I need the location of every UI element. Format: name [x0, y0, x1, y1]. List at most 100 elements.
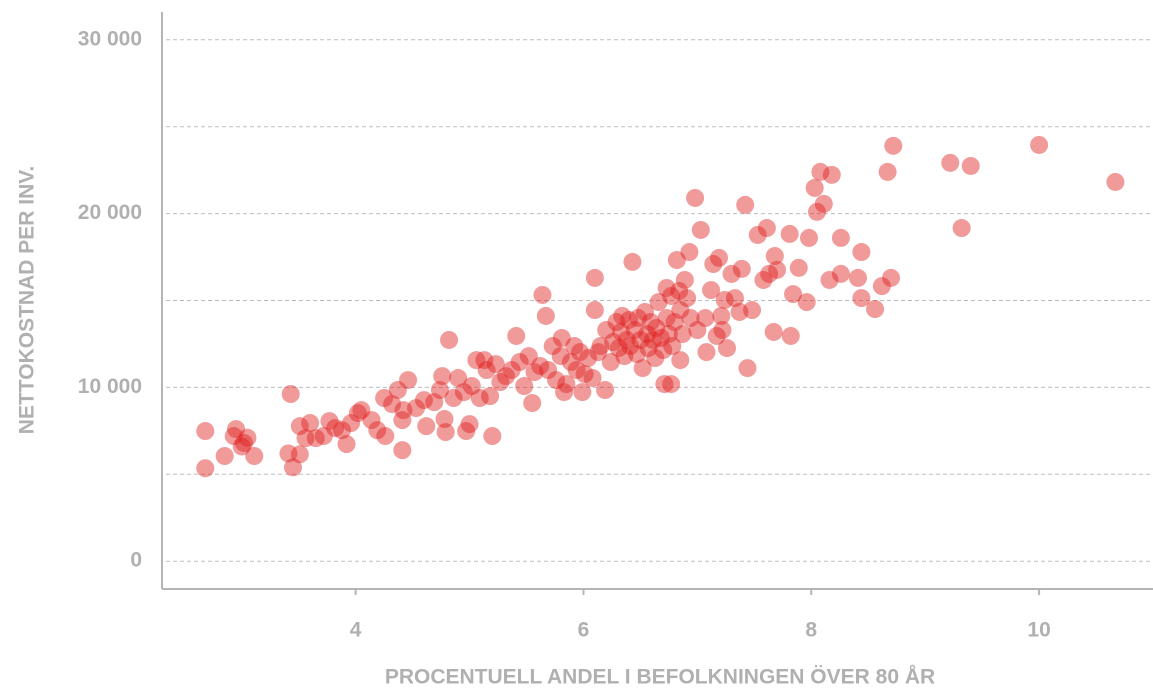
- point: [227, 420, 246, 439]
- point: [713, 321, 732, 340]
- point: [348, 404, 367, 423]
- point: [651, 329, 670, 348]
- point: [811, 162, 830, 181]
- point: [454, 383, 473, 402]
- point: [712, 306, 731, 325]
- point: [697, 343, 716, 362]
- point: [663, 337, 682, 356]
- point: [627, 345, 646, 364]
- point: [393, 411, 412, 430]
- point: [675, 270, 694, 289]
- point: [567, 361, 586, 380]
- points: [196, 135, 1125, 478]
- y-tick-label: 30 000: [78, 27, 142, 50]
- point: [629, 309, 648, 328]
- point: [561, 353, 580, 372]
- point: [688, 321, 707, 340]
- point: [444, 388, 463, 407]
- point: [539, 361, 558, 380]
- point: [822, 165, 841, 184]
- point: [596, 381, 615, 400]
- point: [565, 337, 584, 356]
- point: [884, 136, 903, 155]
- point: [710, 248, 729, 267]
- point: [591, 337, 610, 356]
- point: [290, 417, 309, 436]
- point: [607, 313, 626, 332]
- point: [523, 394, 542, 413]
- point: [433, 367, 452, 386]
- y-tick-label: 10 000: [78, 375, 142, 398]
- point: [678, 289, 697, 308]
- point: [620, 310, 639, 329]
- point: [235, 434, 254, 453]
- point: [780, 224, 799, 243]
- point: [732, 259, 751, 278]
- point: [552, 329, 571, 348]
- point: [633, 359, 652, 378]
- point: [952, 219, 971, 238]
- point: [941, 153, 960, 172]
- point: [571, 343, 590, 362]
- point: [613, 306, 632, 325]
- point: [609, 339, 628, 358]
- point: [597, 321, 616, 340]
- point: [196, 459, 215, 478]
- point: [585, 301, 604, 320]
- point: [531, 357, 550, 376]
- point: [425, 393, 444, 412]
- point: [805, 178, 824, 197]
- point: [662, 286, 681, 305]
- point: [337, 435, 356, 454]
- point: [430, 381, 449, 400]
- point: [342, 414, 361, 433]
- point: [515, 377, 534, 396]
- point: [393, 441, 412, 460]
- point: [691, 220, 710, 239]
- point: [649, 293, 668, 312]
- point: [641, 313, 660, 332]
- point: [848, 268, 867, 287]
- point: [704, 255, 723, 274]
- point: [631, 330, 650, 349]
- point: [497, 367, 516, 386]
- point: [748, 225, 767, 244]
- point: [831, 264, 850, 283]
- point: [306, 429, 325, 448]
- point: [707, 326, 726, 345]
- point: [667, 251, 686, 270]
- point: [525, 363, 544, 382]
- point: [872, 277, 891, 296]
- point: [533, 285, 552, 304]
- point: [764, 322, 783, 341]
- point: [449, 369, 468, 388]
- point: [671, 351, 690, 370]
- point: [547, 371, 566, 390]
- point: [781, 326, 800, 345]
- point: [573, 383, 592, 402]
- point: [604, 333, 623, 352]
- point: [625, 321, 644, 340]
- point: [555, 383, 574, 402]
- point: [551, 347, 570, 366]
- point: [196, 422, 215, 441]
- point: [290, 445, 309, 464]
- point: [799, 228, 818, 247]
- point: [768, 260, 787, 279]
- point: [279, 444, 298, 463]
- point: [852, 289, 871, 308]
- point: [831, 228, 850, 247]
- point: [475, 351, 494, 370]
- x-tick-label: 6: [578, 619, 590, 642]
- point: [589, 343, 608, 362]
- point: [635, 302, 654, 321]
- point: [462, 377, 481, 396]
- point: [575, 365, 594, 384]
- point: [394, 401, 413, 420]
- point: [866, 300, 885, 319]
- point: [320, 412, 339, 431]
- point: [585, 268, 604, 287]
- point: [536, 306, 555, 325]
- point: [657, 278, 676, 297]
- point: [507, 326, 526, 345]
